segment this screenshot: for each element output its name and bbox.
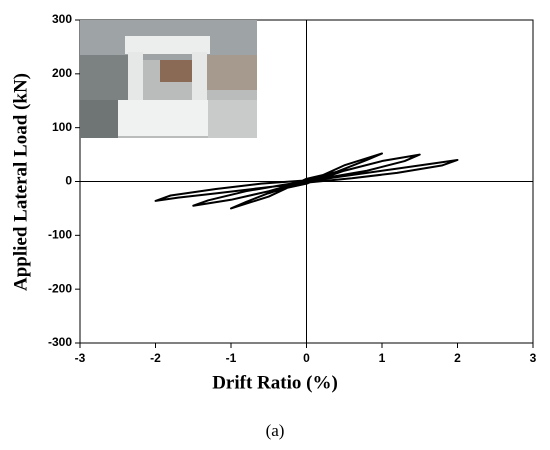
y-tick-label: -300 — [48, 335, 72, 349]
x-tick-label: 2 — [454, 351, 461, 365]
caption: (a) — [266, 421, 285, 440]
x-tick-label: 3 — [530, 351, 537, 365]
y-tick-label: 200 — [52, 66, 72, 80]
x-tick-label: -3 — [75, 351, 86, 365]
y-tick-label: 300 — [52, 12, 72, 26]
specimen-photo — [80, 20, 257, 138]
x-tick-label: -2 — [150, 351, 161, 365]
x-axis-title: Drift Ratio (%) — [212, 372, 338, 393]
y-tick-label: 100 — [52, 120, 72, 134]
x-tick-label: 0 — [303, 351, 310, 365]
x-tick-label: 1 — [379, 351, 386, 365]
y-axis-title: Applied Lateral Load (kN) — [10, 73, 31, 291]
hysteresis-curve — [154, 152, 459, 210]
x-tick-label: -1 — [226, 351, 237, 365]
y-tick-label: -100 — [48, 228, 72, 242]
y-tick-label: -200 — [48, 281, 72, 295]
y-tick-label: 0 — [65, 174, 72, 188]
